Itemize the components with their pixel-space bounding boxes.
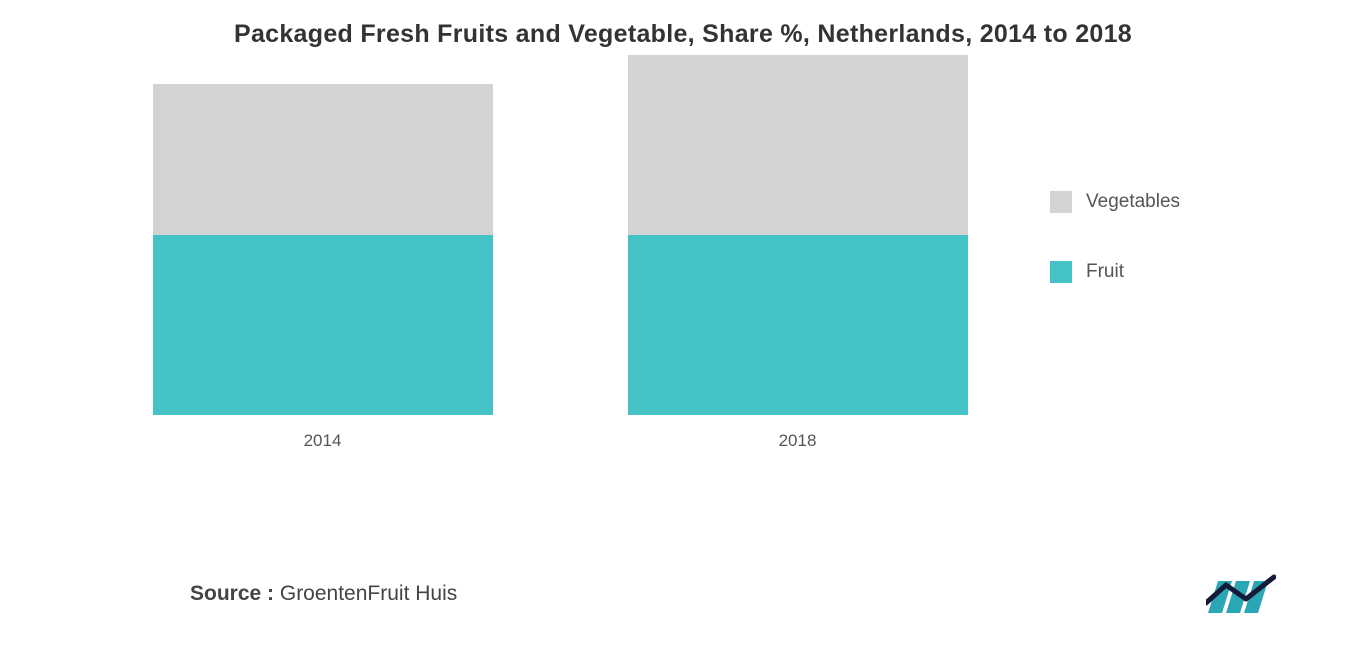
legend-item-fruit: Fruit: [1050, 261, 1180, 283]
legend: Vegetables Fruit: [1050, 191, 1180, 283]
legend-item-vegetables: Vegetables: [1050, 191, 1180, 213]
chart-container: Packaged Fresh Fruits and Vegetable, Sha…: [0, 0, 1366, 655]
source-prefix: Source :: [190, 582, 280, 605]
bar-2018-fruit: [628, 235, 968, 415]
plot-row: 2014 2018 Vegetables Fruit: [60, 91, 1306, 451]
footer-row: Source : GroentenFruit Huis: [60, 573, 1306, 625]
bar-column-2014: 2014: [153, 84, 493, 451]
bar-2018: [628, 55, 968, 415]
bar-2018-vegetables: [628, 55, 968, 235]
xlabel-2018: 2018: [779, 431, 817, 451]
bar-2014: [153, 84, 493, 415]
bar-column-2018: 2018: [628, 55, 968, 451]
legend-label-fruit: Fruit: [1086, 261, 1124, 283]
legend-label-vegetables: Vegetables: [1086, 191, 1180, 213]
source-text: Source : GroentenFruit Huis: [190, 582, 457, 606]
source-value: GroentenFruit Huis: [280, 582, 457, 605]
bar-2014-vegetables: [153, 84, 493, 235]
chart-title: Packaged Fresh Fruits and Vegetable, Sha…: [60, 20, 1306, 49]
brand-logo-icon: [1206, 573, 1276, 615]
plot-area: 2014 2018: [130, 91, 990, 451]
legend-swatch-vegetables: [1050, 191, 1072, 213]
bar-2014-fruit: [153, 235, 493, 415]
legend-swatch-fruit: [1050, 261, 1072, 283]
xlabel-2014: 2014: [304, 431, 342, 451]
